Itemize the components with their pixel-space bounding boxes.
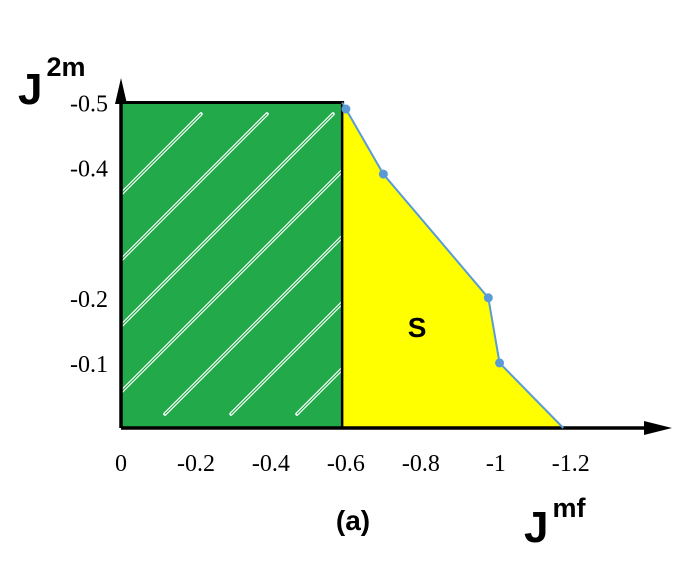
region-frame <box>121 101 345 428</box>
hatch-line <box>561 114 683 414</box>
x-tick-label: 0 <box>115 451 127 477</box>
hatched-region <box>121 102 683 429</box>
x-axis-arrow <box>644 421 672 435</box>
x-tick-label: -0.4 <box>252 451 290 477</box>
panel-label: (a) <box>336 505 370 536</box>
boundary-marker <box>495 358 505 368</box>
boundary-marker <box>341 104 351 114</box>
s-region <box>342 102 564 429</box>
x-tick-label: -0.2 <box>177 451 215 477</box>
x-tick-label: -0.6 <box>327 451 365 477</box>
boundary-series <box>341 102 565 429</box>
hatch-line-core <box>495 114 683 414</box>
x-axis-label-sup: mf <box>552 493 586 523</box>
hatch-line <box>495 114 683 414</box>
y-axis-label-base: J <box>18 65 42 114</box>
hatch-line <box>627 114 683 414</box>
y-axis-label: J 2m <box>18 52 86 114</box>
boundary-marker <box>378 169 388 179</box>
y-axis-label-sup: 2m <box>46 52 85 82</box>
region-label-s: S <box>408 312 427 343</box>
hatch-line-core <box>121 113 268 261</box>
hatch-line-core <box>627 114 683 414</box>
hatch-line-core <box>164 236 343 415</box>
y-tick-label: -0.1 <box>70 352 108 378</box>
y-tick-label: -0.2 <box>70 287 108 313</box>
hatch-line-core <box>230 302 343 415</box>
hatch-lines <box>121 112 683 416</box>
y-axis-arrow <box>115 78 127 104</box>
tick-labels: 0 -0.2 -0.4 -0.6 -0.8 -1 -1.2 -0.1 -0.2 -0.4 -0.5 <box>70 92 590 477</box>
hatch-line-core <box>121 113 334 327</box>
y-tick-label: -0.4 <box>70 157 108 183</box>
hatch-line-core <box>121 113 202 195</box>
boundary-marker <box>483 293 493 303</box>
x-axis-label-base: J <box>524 503 548 552</box>
hatch-line-core <box>561 114 683 414</box>
hatch-line-core <box>121 170 343 393</box>
x-tick-label: -1 <box>486 451 506 477</box>
x-tick-label: -0.8 <box>402 451 440 477</box>
s-region-fill <box>342 102 564 429</box>
y-tick-label: -0.5 <box>70 92 108 118</box>
axes <box>115 78 672 435</box>
x-tick-label: -1.2 <box>552 451 590 477</box>
